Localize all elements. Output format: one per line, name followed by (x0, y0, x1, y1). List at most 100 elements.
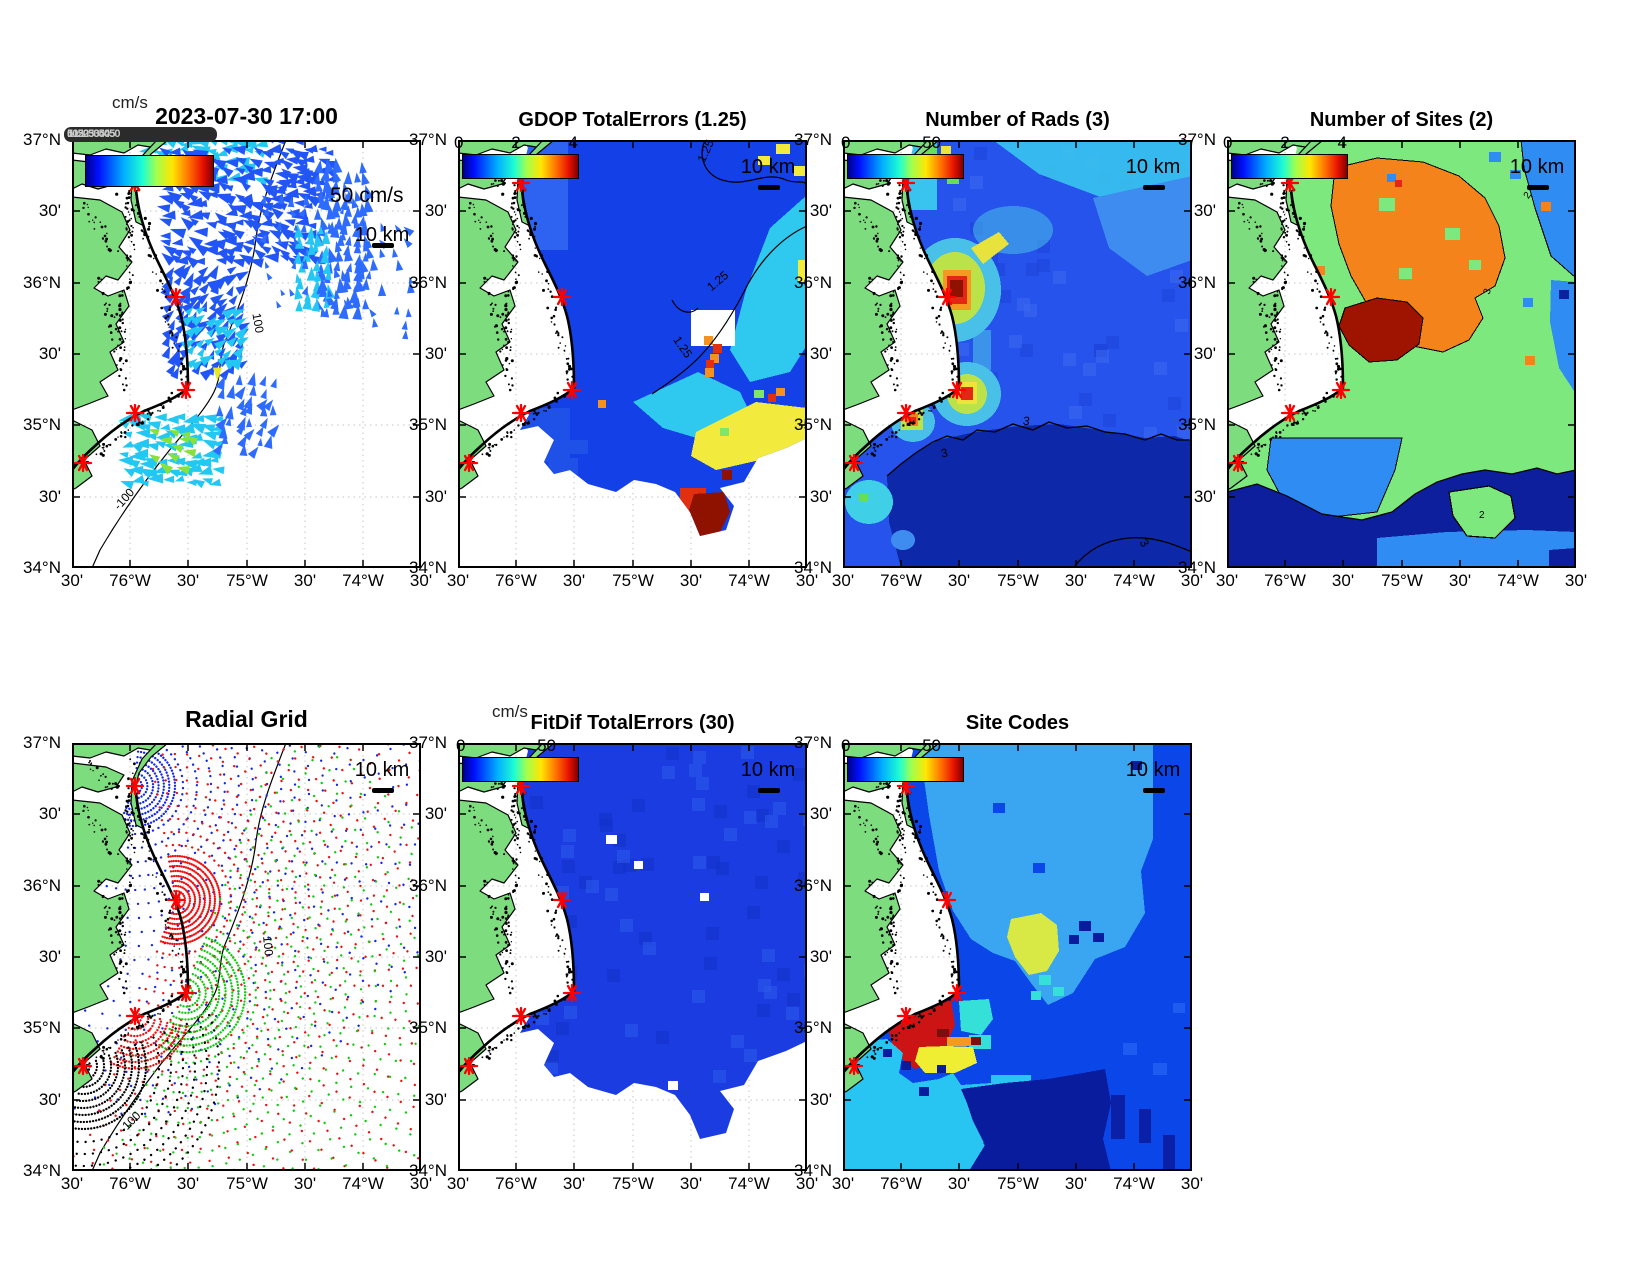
lon-tick-label: 30' (1448, 571, 1472, 590)
site-codes-heatmap (843, 743, 1185, 1171)
scale-bar (1527, 185, 1549, 190)
lon-tick-label: 74°W (728, 1174, 770, 1193)
lon-tick-label: 30' (1564, 571, 1588, 590)
panel-title: Site Codes (965, 712, 1070, 734)
lon-tick-label: 74°W (1497, 571, 1539, 590)
colorbar-tick: 50 (922, 133, 941, 152)
lat-tick-label: 37°N (23, 733, 61, 752)
lat-tick-label: 36°N (23, 876, 61, 895)
panel-site-codes: Site Codes (794, 712, 1203, 1193)
lon-tick-label: 76°W (495, 571, 537, 590)
radial-grid-arcs (72, 743, 421, 1171)
lon-tick-label: 30' (60, 1174, 84, 1193)
lon-tick-label: 30' (831, 1174, 855, 1193)
lon-tick-label: 74°W (1113, 1174, 1155, 1193)
lat-tick-label: 30' (1193, 487, 1216, 506)
colorbar-tick: 0 (454, 133, 464, 152)
colorbar (85, 155, 214, 187)
colorbar (847, 757, 964, 782)
colorbar (462, 757, 579, 782)
lat-axis-labels: 37°N 30' 36°N 30' 35°N 30' 34°N (1163, 131, 1221, 577)
colorbar-tick: 50 (537, 736, 556, 755)
colorbar-tick: 0 (841, 133, 851, 152)
colorbar-ticks: 0 2 4 (454, 133, 578, 153)
lon-tick-label: 30' (60, 571, 84, 590)
lon-tick-label: 76°W (109, 1174, 151, 1193)
lat-tick-label: 30' (1193, 344, 1216, 363)
lat-tick-label: 37°N (23, 130, 61, 149)
sites-heatmap (1227, 140, 1576, 568)
scale-label: 10 km (1125, 759, 1181, 781)
sites-contour (1227, 467, 1576, 521)
lat-tick-label: 34°N (1178, 558, 1216, 577)
colorbar-unit-label: cm/s (112, 93, 148, 112)
panel-title: Radial Grid (185, 706, 308, 732)
lon-tick-label: 30' (1064, 1174, 1088, 1193)
scale-label: 10 km (1125, 156, 1181, 178)
lon-tick-label: 30' (947, 571, 971, 590)
lon-tick-label: 30' (1180, 1174, 1204, 1193)
lon-tick-label: 30' (409, 571, 433, 590)
colorbar-tick: 50 (109, 128, 120, 140)
lon-tick-label: 30' (795, 571, 819, 590)
lat-axis-labels: 37°N 30' 36°N 30' 35°N 30' 34°N (8, 734, 66, 1180)
lon-axis-labels: 30' 76°W 30' 75°W 30' 74°W 30' (61, 571, 432, 593)
scale-label: 10 km (354, 224, 410, 246)
colorbar-tick: 45 (104, 128, 115, 140)
lat-tick-label: 35°N (23, 1018, 61, 1037)
lat-tick-label: 36°N (409, 876, 447, 895)
lat-tick-label: 30' (1193, 201, 1216, 220)
colorbar-unit-label: cm/s (492, 702, 528, 721)
lon-tick-label: 75°W (612, 1174, 654, 1193)
colorbar-tick: 0 (456, 736, 466, 755)
colorbar-tick: 35 (93, 128, 105, 140)
scale-label: 10 km (740, 759, 796, 781)
colorbar-tick: 10 (67, 128, 78, 140)
lat-tick-label: 36°N (23, 273, 61, 292)
lat-tick-label: 30' (809, 804, 832, 823)
lat-tick-label: 30' (424, 487, 447, 506)
lat-tick-label: 34°N (23, 558, 61, 577)
lon-axis-labels: 30' 76°W 30' 75°W 30' 74°W 30' (447, 571, 818, 593)
lat-tick-label: 35°N (409, 415, 447, 434)
scale-bar (1143, 788, 1165, 793)
lon-tick-label: 75°W (612, 571, 654, 590)
lon-tick-label: 76°W (495, 1174, 537, 1193)
lon-tick-label: 30' (795, 1174, 819, 1193)
lat-tick-label: 30' (38, 947, 61, 966)
lon-tick-label: 75°W (226, 1174, 268, 1193)
lon-axis-labels: 30' 76°W 30' 75°W 30' 74°W 30' (61, 1174, 432, 1196)
colorbar (462, 154, 579, 179)
lat-tick-label: 30' (809, 487, 832, 506)
colorbar-tick: 5 (67, 128, 73, 140)
lon-tick-label: 30' (562, 571, 586, 590)
colorbar-tick: 0 (1223, 133, 1233, 152)
lat-tick-label: 30' (38, 1090, 61, 1109)
lat-tick-label: 34°N (794, 1161, 832, 1180)
colorbar-tick: 0 (841, 736, 851, 755)
lat-tick-label: 30' (424, 804, 447, 823)
lon-tick-label: 76°W (109, 571, 151, 590)
lon-axis-labels: 30' 76°W 30' 75°W 30' 74°W 30' (832, 1174, 1203, 1196)
rads-contours (886, 421, 1192, 568)
lat-axis-labels: 37°N 30' 36°N 30' 35°N 30' 34°N (779, 131, 837, 577)
lat-axis-labels: 37°N 30' 36°N 30' 35°N 30' 34°N (8, 131, 66, 577)
lat-tick-label: 30' (38, 487, 61, 506)
colorbar-tick: 4 (1337, 133, 1347, 152)
lat-tick-label: 34°N (23, 1161, 61, 1180)
heatmap-texture (530, 746, 807, 1083)
panel-gdop: GDOP TotalErrors (1.25) (409, 109, 818, 590)
panel-title: Number of Sites (2) (1309, 109, 1494, 131)
lat-tick-label: 34°N (409, 558, 447, 577)
lon-tick-label: 75°W (997, 571, 1039, 590)
map-rads (843, 140, 1192, 568)
lon-tick-label: 76°W (880, 571, 922, 590)
panel-currents: 2023-07-30 17:00 cm/s 051015202530354045… (23, 93, 432, 590)
lon-tick-label: 30' (679, 1174, 703, 1193)
colorbar-ticks: 0 50 (841, 133, 941, 153)
lat-axis-labels: 37°N 30' 36°N 30' 35°N 30' 34°N (779, 734, 837, 1180)
lat-tick-label: 37°N (409, 733, 447, 752)
lat-tick-label: 35°N (409, 1018, 447, 1037)
lon-tick-label: 74°W (1113, 571, 1155, 590)
